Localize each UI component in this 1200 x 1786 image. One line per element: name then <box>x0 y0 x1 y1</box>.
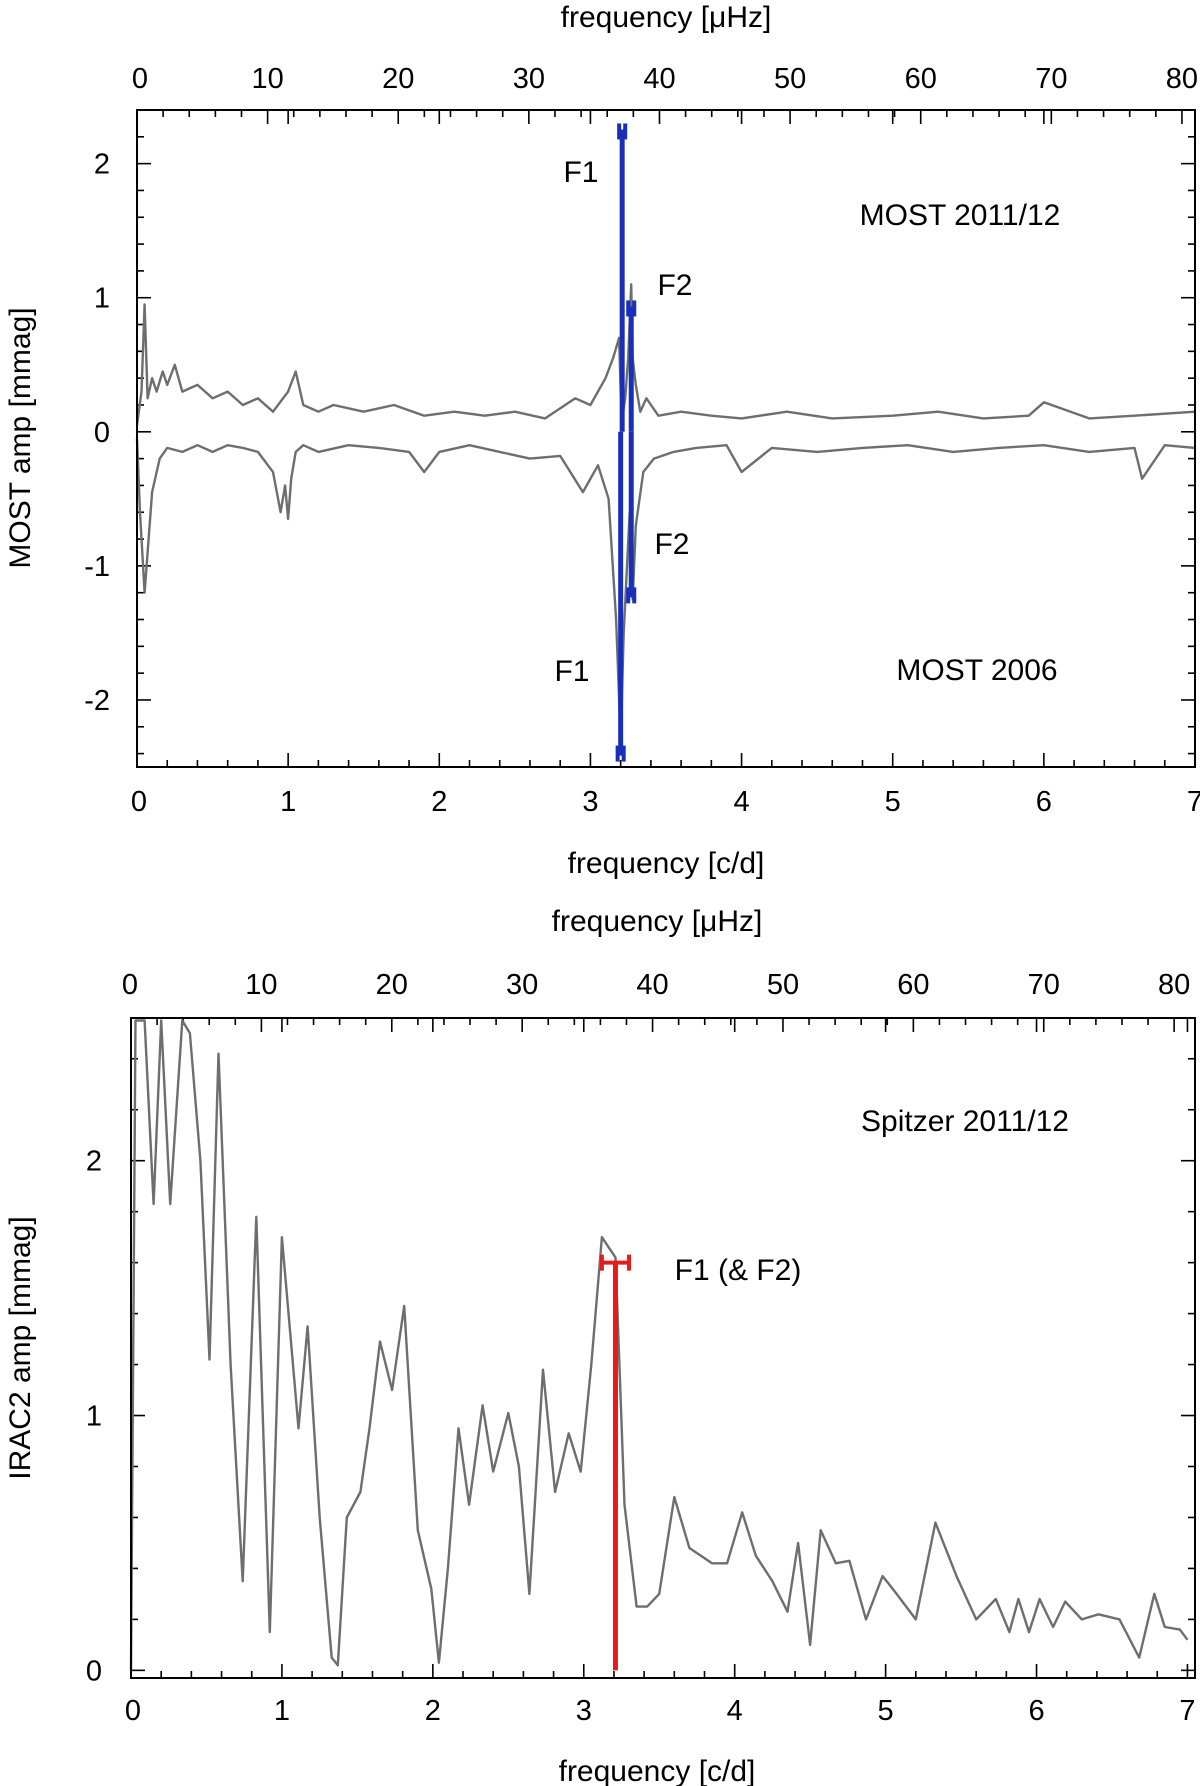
x2-tick-label: 50 <box>774 63 806 95</box>
bottom-panel-peaks <box>599 1254 632 1671</box>
x2-tick-label: 10 <box>245 969 277 1001</box>
x2-tick-label: 60 <box>897 969 929 1001</box>
y-tick-label: 0 <box>94 417 110 449</box>
x2-tick-label: 30 <box>506 969 538 1001</box>
bottom-panel-y-title: IRAC2 amp [mmag] <box>4 1216 37 1479</box>
top-panel-ticks <box>136 109 1196 767</box>
y-tick-label: 1 <box>94 283 110 315</box>
x2-tick-label: 20 <box>376 969 408 1001</box>
top-panel-label-f1-lower: F1 <box>554 655 589 688</box>
x-tick-label: 1 <box>280 786 296 818</box>
bottom-panel-label-f1-f2: F1 (& F2) <box>675 1254 802 1287</box>
x2-tick-label: 10 <box>251 63 283 95</box>
top-panel-label-most-2006: MOST 2006 <box>896 654 1057 687</box>
x2-tick-label: 40 <box>643 63 675 95</box>
y-tick-label: 0 <box>86 1655 102 1687</box>
y-tick-label: 2 <box>94 149 110 181</box>
x2-tick-label: 60 <box>905 63 937 95</box>
y-tick-label: -2 <box>84 685 110 717</box>
x-tick-label: 5 <box>878 1695 894 1727</box>
bottom-panel-ticks <box>130 1018 1195 1678</box>
top-panel-label-f2-lower: F2 <box>654 528 689 561</box>
y-tick-label: 2 <box>86 1146 102 1178</box>
x-tick-label: 0 <box>125 1695 141 1727</box>
top-panel-frame <box>136 109 1196 768</box>
bottom-panel-frame <box>130 1017 1196 1679</box>
x-tick-label: 7 <box>1187 786 1200 818</box>
x2-tick-label: 20 <box>382 63 414 95</box>
spectrum-line <box>129 1019 1189 1671</box>
y-tick-label: 1 <box>86 1401 102 1433</box>
top-panel-label-f2-upper: F2 <box>657 269 692 302</box>
x2-tick-label: 0 <box>132 63 148 95</box>
bottom-panel-x2-title: frequency [μHz] <box>552 905 763 938</box>
top-panel-label-f1-upper: F1 <box>563 156 598 189</box>
x2-tick-label: 40 <box>636 969 668 1001</box>
x2-tick-label: 30 <box>513 63 545 95</box>
x-tick-label: 2 <box>425 1695 441 1727</box>
bottom-panel-series <box>129 1019 1189 1671</box>
spectrum-line <box>135 283 1196 426</box>
x-tick-label: 3 <box>582 786 598 818</box>
x2-tick-label: 70 <box>1028 969 1060 1001</box>
x-tick-label: 6 <box>1036 786 1052 818</box>
x2-tick-label: 70 <box>1035 63 1067 95</box>
spectrum-line <box>135 438 1196 742</box>
x-tick-label: 0 <box>131 786 147 818</box>
bottom-panel-label-spitzer: Spitzer 2011/12 <box>861 1105 1069 1138</box>
x-tick-label: 6 <box>1028 1695 1044 1727</box>
x-tick-label: 1 <box>274 1695 290 1727</box>
x2-tick-label: 80 <box>1158 969 1190 1001</box>
top-panel-label-most-2011: MOST 2011/12 <box>860 199 1061 232</box>
x2-tick-label: 80 <box>1166 63 1198 95</box>
x-tick-label: 3 <box>576 1695 592 1727</box>
x2-tick-label: 0 <box>122 969 138 1001</box>
x-tick-label: 4 <box>727 1695 743 1727</box>
x-tick-label: 2 <box>431 786 447 818</box>
top-panel-x2-title: frequency [μHz] <box>561 1 772 34</box>
bottom-panel-x-title: frequency [c/d] <box>559 1755 756 1786</box>
top-panel-x-title: frequency [c/d] <box>568 847 765 880</box>
top-panel-y-title: MOST amp [mmag] <box>4 307 37 568</box>
top-panel-peaks <box>615 123 637 762</box>
x-tick-label: 4 <box>734 786 750 818</box>
x2-tick-label: 50 <box>767 969 799 1001</box>
x-tick-label: 5 <box>885 786 901 818</box>
x-tick-label: 7 <box>1179 1695 1195 1727</box>
top-panel-series <box>135 283 1196 742</box>
y-tick-label: -1 <box>84 551 110 583</box>
